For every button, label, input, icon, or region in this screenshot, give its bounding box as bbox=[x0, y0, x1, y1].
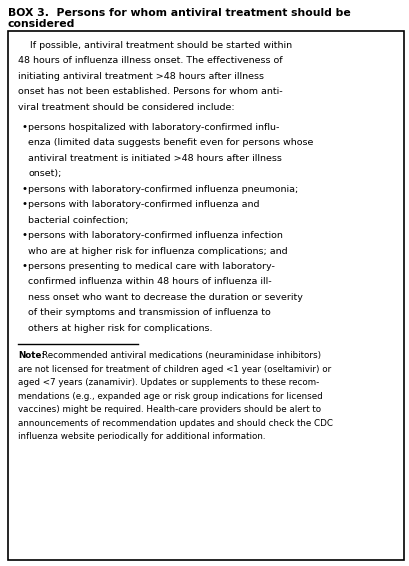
Text: persons with laboratory-confirmed influenza pneumonia;: persons with laboratory-confirmed influe… bbox=[28, 185, 297, 194]
Text: •: • bbox=[21, 230, 27, 240]
Text: vaccines) might be required. Health-care providers should be alert to: vaccines) might be required. Health-care… bbox=[18, 405, 320, 414]
Text: •: • bbox=[21, 122, 27, 131]
Text: antiviral treatment is initiated >48 hours after illness: antiviral treatment is initiated >48 hou… bbox=[28, 153, 281, 162]
Text: persons with laboratory-confirmed influenza and: persons with laboratory-confirmed influe… bbox=[28, 200, 259, 209]
Text: Note:: Note: bbox=[18, 351, 45, 361]
Text: initiating antiviral treatment >48 hours after illness: initiating antiviral treatment >48 hours… bbox=[18, 72, 263, 81]
Text: considered: considered bbox=[8, 19, 75, 29]
Text: enza (limited data suggests benefit even for persons whose: enza (limited data suggests benefit even… bbox=[28, 138, 312, 147]
Text: persons hospitalized with laboratory-confirmed influ-: persons hospitalized with laboratory-con… bbox=[28, 122, 279, 131]
Text: aged <7 years (zanamivir). Updates or supplements to these recom-: aged <7 years (zanamivir). Updates or su… bbox=[18, 379, 319, 388]
Text: mendations (e.g., expanded age or risk group indications for licensed: mendations (e.g., expanded age or risk g… bbox=[18, 392, 322, 401]
Text: •: • bbox=[21, 183, 27, 194]
Text: persons with laboratory-confirmed influenza infection: persons with laboratory-confirmed influe… bbox=[28, 231, 282, 240]
Text: If possible, antiviral treatment should be started within: If possible, antiviral treatment should … bbox=[18, 41, 292, 50]
Text: influenza website periodically for additional information.: influenza website periodically for addit… bbox=[18, 432, 265, 441]
Text: viral treatment should be considered include:: viral treatment should be considered inc… bbox=[18, 103, 234, 112]
Text: •: • bbox=[21, 261, 27, 271]
Text: BOX 3.  Persons for whom antiviral treatment should be: BOX 3. Persons for whom antiviral treatm… bbox=[8, 8, 350, 18]
Text: announcements of recommendation updates and should check the CDC: announcements of recommendation updates … bbox=[18, 419, 332, 428]
Text: others at higher risk for complications.: others at higher risk for complications. bbox=[28, 324, 212, 333]
Text: Recommended antiviral medications (neuraminidase inhibitors): Recommended antiviral medications (neura… bbox=[41, 351, 320, 361]
Text: onset);: onset); bbox=[28, 169, 61, 178]
Text: persons presenting to medical care with laboratory-: persons presenting to medical care with … bbox=[28, 262, 274, 271]
Text: are not licensed for treatment of children aged <1 year (oseltamivir) or: are not licensed for treatment of childr… bbox=[18, 365, 330, 374]
Text: of their symptoms and transmission of influenza to: of their symptoms and transmission of in… bbox=[28, 308, 270, 318]
Text: •: • bbox=[21, 199, 27, 209]
Text: 48 hours of influenza illness onset. The effectiveness of: 48 hours of influenza illness onset. The… bbox=[18, 57, 282, 66]
Text: who are at higher risk for influenza complications; and: who are at higher risk for influenza com… bbox=[28, 247, 287, 255]
Text: confirmed influenza within 48 hours of influenza ill-: confirmed influenza within 48 hours of i… bbox=[28, 277, 271, 286]
Text: onset has not been established. Persons for whom anti-: onset has not been established. Persons … bbox=[18, 88, 282, 96]
Text: bacterial coinfection;: bacterial coinfection; bbox=[28, 216, 128, 225]
Text: ness onset who want to decrease the duration or severity: ness onset who want to decrease the dura… bbox=[28, 293, 302, 302]
